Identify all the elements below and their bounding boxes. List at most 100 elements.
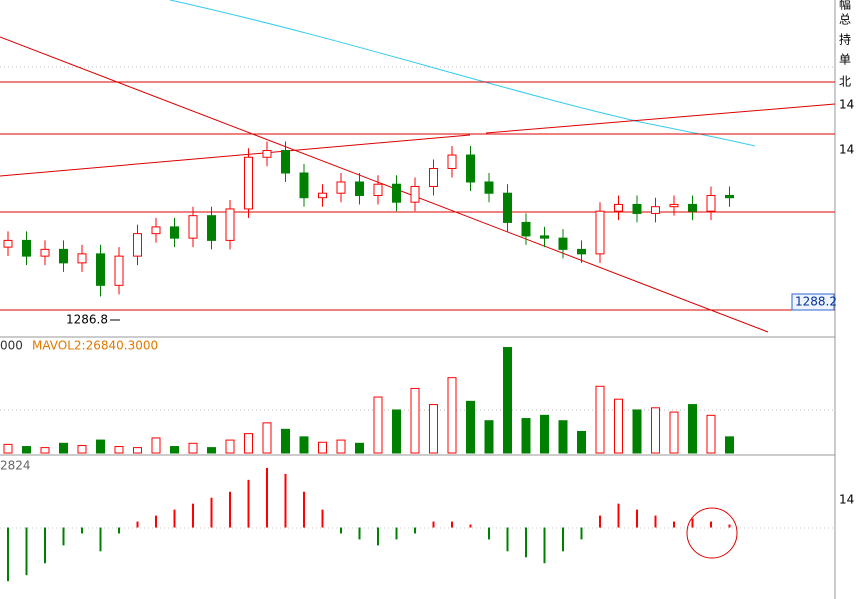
candle-body (262, 150, 272, 158)
candle-body (355, 181, 364, 196)
volume-bar (336, 439, 346, 454)
candle-body (521, 221, 531, 237)
candle-body (40, 248, 50, 257)
candle-body (207, 215, 216, 241)
volume-bar (540, 414, 549, 454)
volume-bar (77, 444, 87, 454)
candle-body (669, 203, 679, 208)
side-panel-label: 14 (839, 143, 854, 157)
volume-bar (188, 442, 198, 454)
candle-body (96, 253, 105, 286)
volume-bar (244, 433, 253, 454)
volume-bar (614, 398, 623, 454)
volume-bar (3, 443, 13, 454)
highlight-circle (686, 507, 738, 559)
candle-body (447, 154, 457, 170)
volume-bar (96, 439, 105, 454)
volume-bar (669, 411, 679, 454)
long-average-line (169, 0, 756, 147)
volume-bar (632, 409, 642, 454)
volume-bar (262, 422, 272, 454)
side-panel-label: 14 (839, 98, 854, 112)
candle-body (429, 168, 438, 187)
side-panel-label: 北 (839, 75, 851, 89)
volume-bar (651, 407, 660, 454)
candle-body (318, 192, 327, 199)
volume-bar (59, 442, 68, 454)
volume-bar (725, 436, 734, 454)
candle-body (133, 233, 142, 257)
candle-body (503, 192, 512, 223)
candle-body (3, 239, 13, 248)
candle-body (59, 248, 68, 264)
side-panel-label: 持 (839, 32, 851, 47)
volume-bar (706, 414, 716, 454)
side-panel-label: 14 (839, 493, 854, 507)
volume-bar (281, 428, 290, 454)
volume-bar (521, 418, 531, 454)
candle-body (614, 203, 623, 212)
low-label: 1286.8 (66, 313, 108, 327)
volume-bar (355, 442, 364, 454)
candle-body (281, 150, 290, 174)
volume-bar (373, 396, 383, 454)
volume-bar (40, 447, 50, 454)
volume-bar (170, 446, 179, 454)
candle-body (114, 255, 124, 286)
volume-bar (484, 420, 494, 454)
volume-bar (114, 446, 124, 454)
side-panel-label: 单 (839, 53, 851, 67)
candle-body (373, 183, 383, 196)
volume-bar (466, 400, 475, 454)
candle-body (540, 235, 549, 239)
candle-body (725, 194, 734, 199)
volume-bar (558, 420, 568, 454)
volume-bar (318, 441, 327, 454)
volume-bar (429, 404, 438, 454)
volume-bar (577, 430, 586, 454)
price-tag: 1288.2 (795, 295, 837, 309)
price-tag-box (791, 293, 835, 311)
macd-legend: 2824 (0, 459, 31, 473)
volume-bar (299, 436, 309, 454)
candle-body (170, 226, 179, 239)
candle-body (651, 206, 660, 214)
volume-bar (207, 447, 216, 454)
volume-bar (503, 347, 512, 454)
candle-body (632, 203, 642, 214)
candle-body (595, 210, 605, 255)
volume-bar (133, 447, 142, 454)
volume-bar (410, 387, 420, 454)
candle-body (244, 156, 253, 210)
volume-bar (151, 437, 161, 454)
side-panel-label: 总 (839, 13, 851, 27)
candle-body (299, 172, 309, 199)
candle-body (392, 183, 401, 203)
candle-body (410, 185, 420, 203)
volume-bar (595, 385, 605, 454)
volume-bar (447, 377, 457, 454)
candle-body (225, 208, 235, 241)
candle-body (484, 181, 494, 194)
candle-body (558, 237, 568, 250)
side-panel-label: 幅 (839, 0, 851, 12)
candle-body (706, 194, 716, 212)
candle-body (577, 248, 586, 255)
candle-body (188, 215, 198, 239)
trend-line (485, 103, 836, 134)
trend-line (0, 134, 471, 177)
volume-legend: 000 (0, 339, 23, 353)
volume-bar (22, 446, 31, 454)
volume-bar (688, 404, 697, 454)
trend-line (0, 36, 769, 333)
candle-body (151, 226, 161, 235)
candle-body (688, 203, 697, 212)
volume-bar (225, 439, 235, 454)
candle-body (466, 154, 475, 183)
candle-body (336, 181, 346, 194)
candle-body (77, 253, 87, 264)
candle-body (22, 239, 31, 257)
volume-bar (392, 409, 401, 454)
volume-legend: MAVOL2:26840.3000 (32, 339, 158, 353)
